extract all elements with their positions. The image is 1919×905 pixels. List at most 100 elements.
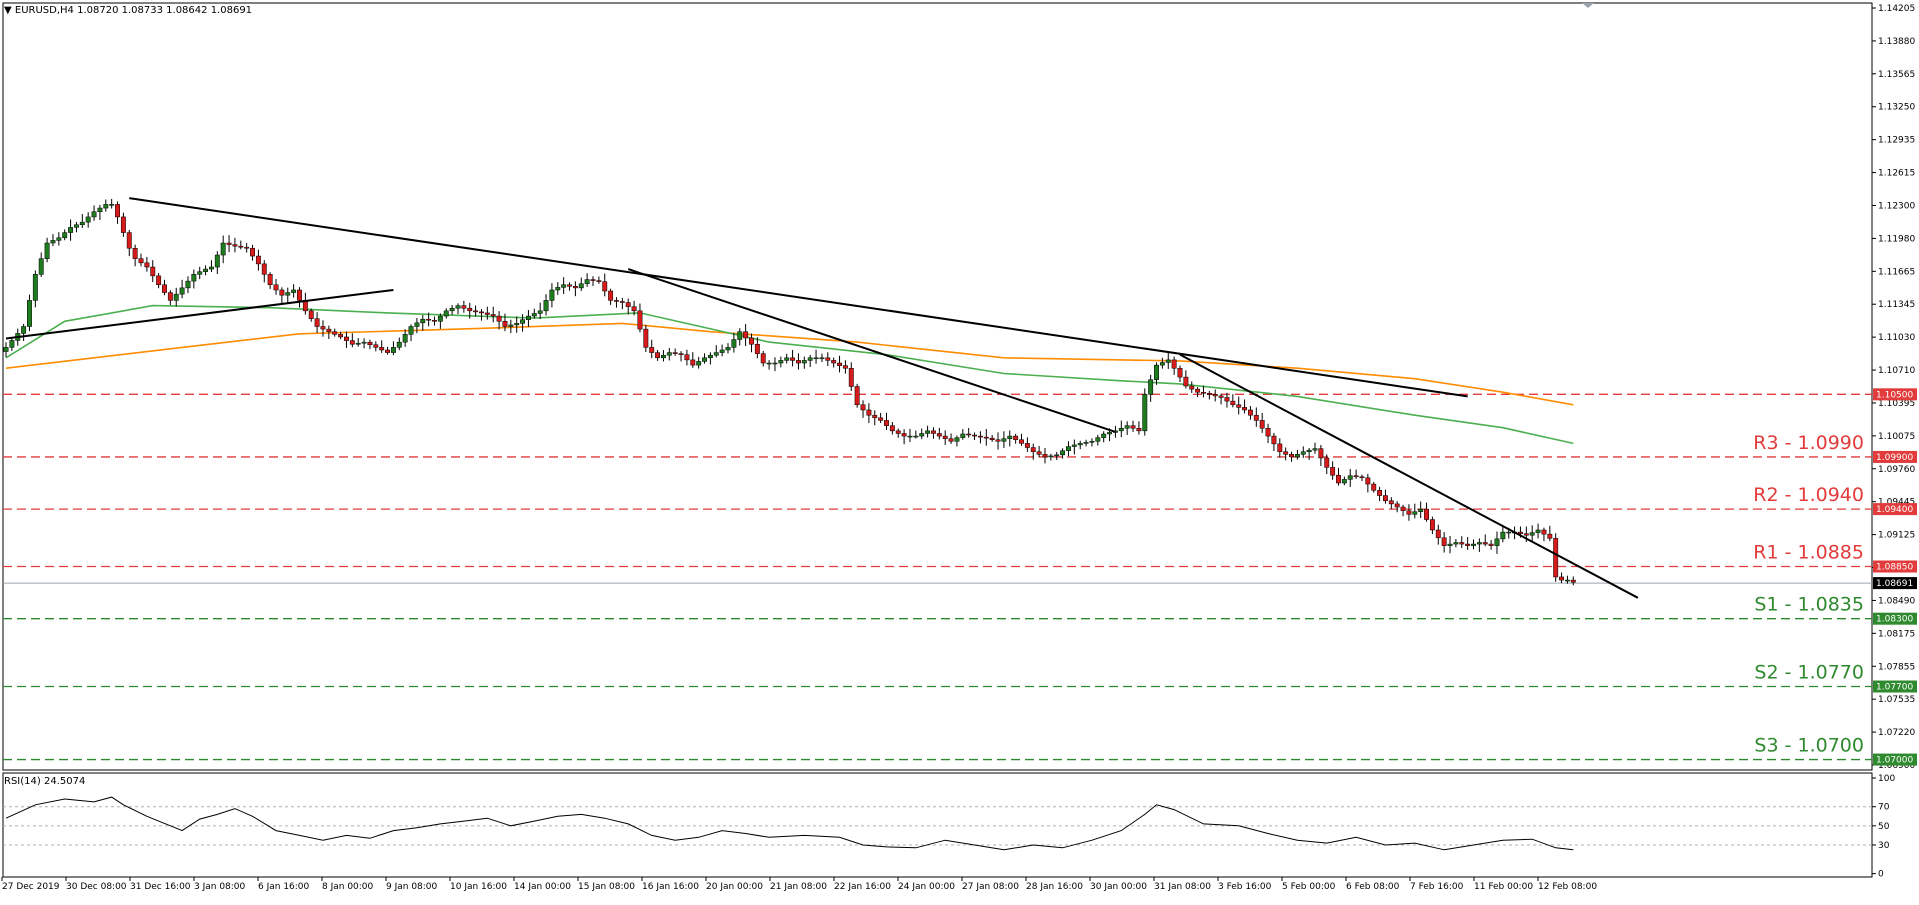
candle-body-bull [801, 360, 807, 364]
y-tick-label: 1.06900 [1878, 761, 1915, 771]
candle-body-bull [549, 289, 555, 301]
candle-body-bear [1518, 531, 1523, 534]
candle [414, 317, 420, 334]
level-price-tag-label: 1.07700 [1876, 683, 1913, 693]
level-price-tag [1873, 753, 1917, 766]
candle [1494, 531, 1500, 554]
candle-body-bear [760, 353, 766, 364]
candle-body-bear [255, 255, 261, 265]
candle-body-bear [672, 352, 678, 354]
candle-body-bull [666, 352, 672, 356]
candle-body-bull [1007, 435, 1013, 439]
candle [44, 237, 50, 263]
candle [314, 312, 320, 333]
candle [643, 324, 649, 353]
candle-body-bear [837, 362, 842, 366]
candle [115, 201, 120, 224]
candle-body-bull [1300, 451, 1306, 455]
candle-body-bull [1118, 427, 1124, 432]
candle-body-bull [514, 323, 520, 326]
candle-body-bear [842, 365, 848, 369]
main-pane-frame [2, 2, 1873, 771]
candle-body-bear [167, 292, 173, 301]
level-price-tag-label: 1.09400 [1876, 505, 1913, 515]
candle [637, 303, 643, 333]
candle-body-bear [936, 433, 942, 437]
rsi-y-tick-label: 50 [1878, 822, 1890, 832]
rsi-y-tick-label: 0 [1878, 870, 1884, 880]
candle-body-bull [1001, 438, 1007, 442]
candle-body-bear [1324, 457, 1330, 468]
candle [1383, 489, 1388, 504]
candle [484, 306, 490, 320]
candle-body-bull [543, 300, 549, 312]
candle-body-bull [907, 435, 913, 438]
candle-body-bull [807, 357, 813, 361]
candle-body-bear [1013, 435, 1019, 440]
candle-body-bear [790, 357, 796, 361]
y-tick-label: 1.11345 [1878, 300, 1915, 310]
candle-body-bear [314, 318, 320, 327]
candle [455, 303, 461, 315]
x-tick-label: 24 Jan 00:00 [898, 882, 955, 892]
x-tick-label: 20 Jan 00:00 [706, 882, 763, 892]
candle-body-bull [56, 237, 62, 241]
y-tick-label: 1.07535 [1878, 695, 1915, 705]
candle-body-bull [1564, 579, 1570, 582]
trendline [1179, 353, 1639, 599]
level-price-tag-label: 1.08300 [1876, 615, 1913, 625]
candle-body-bear [596, 280, 602, 282]
candle [385, 346, 391, 355]
candle-body-bull [555, 287, 561, 291]
candle [1471, 539, 1476, 550]
candle-body-bear [1400, 506, 1406, 511]
candle-body-bull [1101, 433, 1107, 438]
candle-body-bull [285, 292, 291, 296]
y-tick-label: 1.10075 [1878, 432, 1915, 442]
candle-body-bull [1476, 542, 1482, 545]
candle-body-bull [960, 433, 966, 438]
candle-body-bull [443, 310, 449, 317]
candle [1529, 525, 1535, 542]
candle [1189, 381, 1195, 393]
candle-body-bear [1224, 397, 1230, 402]
candle-body-bear [496, 315, 502, 322]
candle [983, 429, 989, 446]
candle-body-bull [1148, 379, 1154, 395]
candle-body-bull [27, 300, 32, 327]
candle-body-bear [977, 435, 983, 438]
candle [308, 308, 314, 322]
candle-body-bull [696, 361, 702, 366]
level-price-tag-label: 1.09900 [1876, 453, 1913, 463]
candle [1300, 446, 1306, 458]
candle [150, 260, 156, 283]
candle-body-bull [584, 279, 590, 284]
candle [989, 435, 995, 442]
candle-body-bear [608, 290, 614, 301]
y-tick-label: 1.13565 [1878, 70, 1915, 80]
collapse-icon[interactable]: ▼ [4, 5, 12, 16]
candle [1048, 453, 1054, 461]
candle-body-bull [1453, 542, 1459, 545]
rsi-y-tick-label: 70 [1878, 803, 1890, 813]
candle-body-bear [1206, 393, 1212, 395]
candle [1236, 396, 1242, 415]
level-price-tag [1873, 388, 1917, 401]
candle-body-bear [1429, 519, 1435, 531]
candle [1001, 431, 1007, 449]
candle [678, 351, 684, 362]
y-tick-label: 1.10710 [1878, 366, 1915, 376]
candle [73, 221, 79, 233]
candle [490, 306, 496, 323]
candle [1060, 448, 1066, 459]
candle-body-bear [1024, 443, 1030, 448]
candle [373, 341, 379, 352]
candle-body-bear [1482, 542, 1488, 545]
candle-body-bull [103, 204, 109, 209]
candle-body-bear [625, 302, 631, 307]
candle [854, 383, 860, 408]
candle-body-bear [825, 357, 831, 361]
candle-body-bear [432, 319, 437, 322]
candle [948, 433, 954, 444]
candle-body-bull [725, 347, 731, 351]
